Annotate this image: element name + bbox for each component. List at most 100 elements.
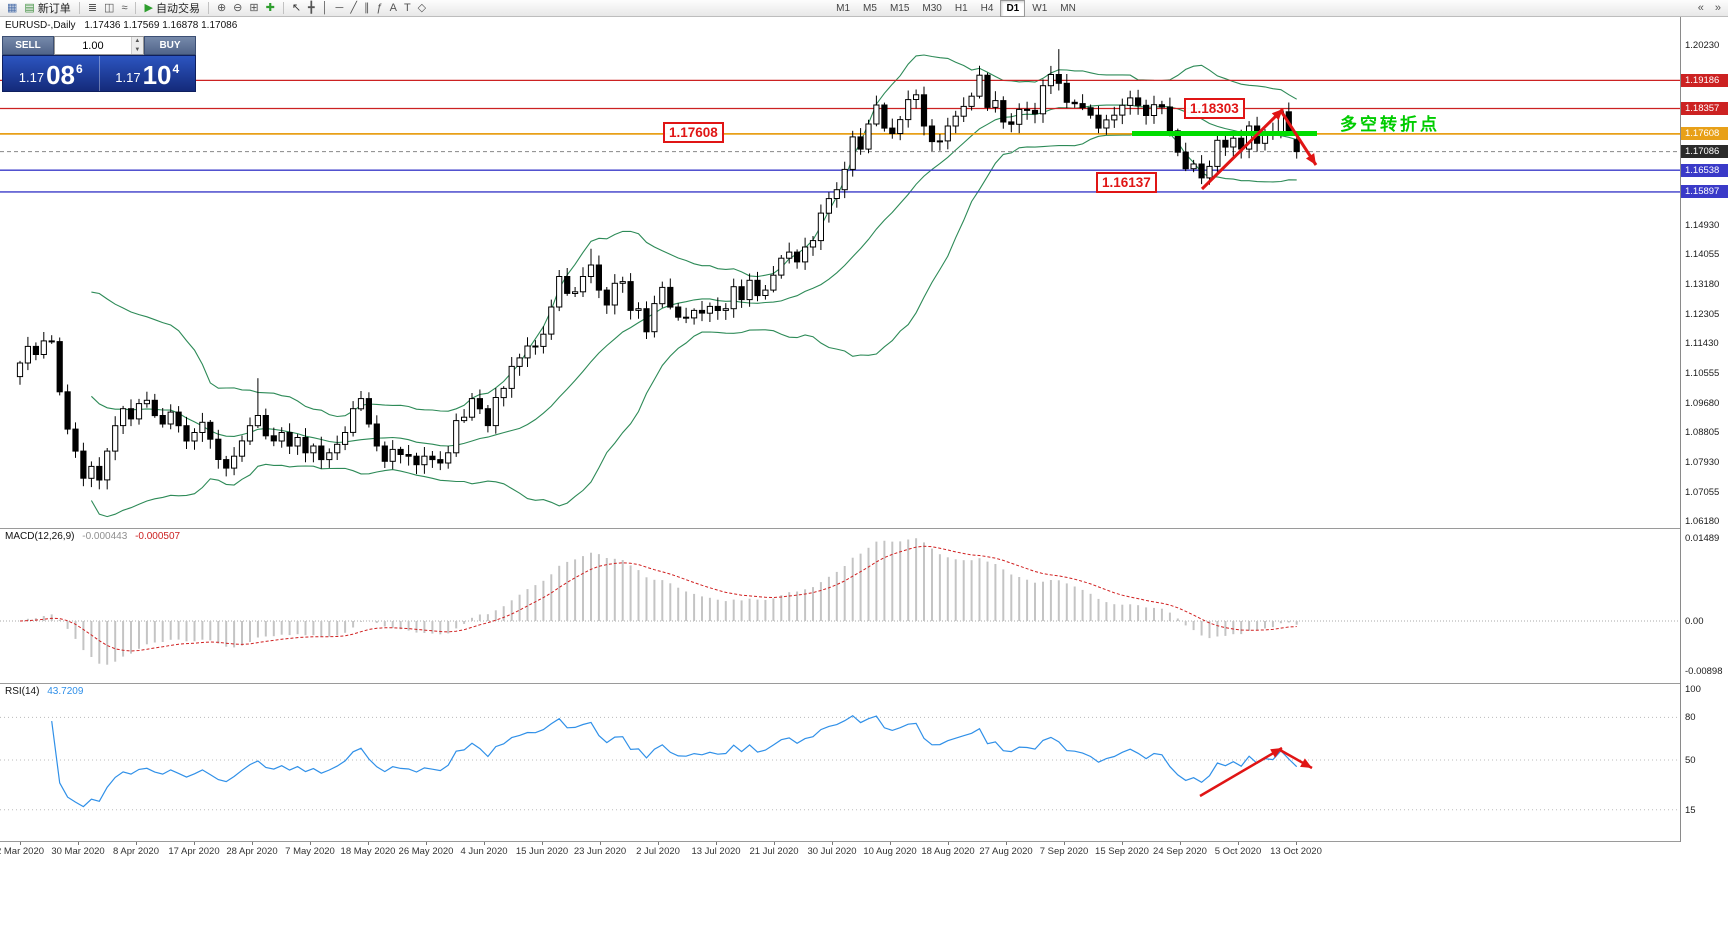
timeframe-H4[interactable]: H4 xyxy=(980,2,994,14)
price-chart-panel[interactable] xyxy=(0,17,1680,528)
new-order-button[interactable]: ▤ 新订单 xyxy=(21,1,73,16)
auto-trading-button: ▶ xyxy=(144,1,153,14)
timeframe-M5[interactable]: M5 xyxy=(863,2,877,14)
buy-price[interactable]: 1.17 10 4 xyxy=(100,56,196,91)
trend-annotations[interactable] xyxy=(1132,107,1318,191)
scale-label: 1.09680 xyxy=(1685,397,1720,409)
auto-trading-button-label: 自动交易 xyxy=(155,3,200,15)
axis-tick xyxy=(1180,842,1181,845)
macd-indicator-panel[interactable] xyxy=(0,529,1680,683)
indicators-icon[interactable]: ✚ xyxy=(263,1,278,16)
ohlc-values: 1.17436 1.17569 1.16878 1.17086 xyxy=(84,20,238,31)
toolbar-separator-1 xyxy=(78,2,80,14)
date-label: 23 Jun 2020 xyxy=(573,846,627,857)
bar-chart-icon: ≣ xyxy=(87,1,98,14)
label-icon[interactable]: T xyxy=(401,1,414,16)
scale-label: 1.08805 xyxy=(1685,427,1720,439)
axis-tick xyxy=(948,842,949,845)
shapes-icon[interactable]: ◇ xyxy=(415,1,429,16)
timeframe-M1[interactable]: M1 xyxy=(836,2,851,14)
axis-tick xyxy=(1122,842,1123,845)
axis-tick xyxy=(1238,842,1239,845)
macd-name: MACD(12,26,9) xyxy=(5,531,75,542)
label-icon: T xyxy=(403,1,411,14)
price-badge-1.17608: 1.17608 xyxy=(1681,127,1728,141)
date-label: 10 Aug 2020 xyxy=(863,846,917,857)
cursor-icon[interactable]: ↖ xyxy=(289,1,304,16)
timeframe-H1[interactable]: H1 xyxy=(954,2,968,14)
axis-tick xyxy=(1296,842,1297,845)
price-badge-1.19186: 1.19186 xyxy=(1681,73,1728,87)
price-badge-1.15897: 1.15897 xyxy=(1681,185,1728,199)
one-click-trading-panel: SELL ▲ ▼ BUY 1.17 08 6 1.17 10 4 xyxy=(2,36,196,92)
scale-label: 50 xyxy=(1685,755,1696,766)
scale-label: 1.11430 xyxy=(1685,338,1719,350)
toolbar-overflow-right-icon[interactable]: » xyxy=(1714,2,1721,14)
horizontal-level-lines[interactable] xyxy=(0,79,1680,193)
text-icon[interactable]: A xyxy=(387,1,400,16)
scale-label: 1.10555 xyxy=(1685,367,1720,379)
toolbar-overflow-left-icon[interactable]: « xyxy=(1697,2,1704,14)
price-quote-display: 1.17 08 6 1.17 10 4 xyxy=(2,55,196,92)
charts-grid-icon[interactable]: ▦ xyxy=(4,1,20,16)
date-label: 2 Mar 2020 xyxy=(0,846,45,857)
panel-divider-macd[interactable] xyxy=(0,528,1728,529)
timeframe-group: M1 M5 M15 M30 H1 H4 D1 W1 MN xyxy=(830,0,1082,17)
timeframe-W1[interactable]: W1 xyxy=(1032,2,1048,14)
axis-tick xyxy=(774,842,775,845)
date-label: 15 Sep 2020 xyxy=(1095,846,1149,857)
axis-tick xyxy=(542,842,543,845)
indicators-icon: ✚ xyxy=(265,1,275,14)
price-badge-1.18357: 1.18357 xyxy=(1681,101,1728,115)
vertical-line-icon[interactable]: │ xyxy=(319,1,332,16)
fibonacci-icon[interactable]: ƒ xyxy=(373,1,385,16)
axis-tick xyxy=(194,842,195,845)
volume-down-icon[interactable]: ▼ xyxy=(131,45,143,54)
date-label: 13 Jul 2020 xyxy=(691,846,741,857)
channel-icon[interactable]: ∥ xyxy=(361,1,373,16)
horizontal-line-icon: ─ xyxy=(335,1,344,14)
timeframe-M15[interactable]: M15 xyxy=(889,2,910,14)
sell-button[interactable]: SELL xyxy=(2,36,54,55)
tile-windows-icon[interactable]: ⊞ xyxy=(246,1,261,16)
date-label: 30 Jul 2020 xyxy=(807,846,857,857)
sell-price[interactable]: 1.17 08 6 xyxy=(3,56,100,91)
date-axis[interactable]: 2 Mar 2020 30 Mar 2020 8 Apr 2020 17 Apr 20… xyxy=(0,842,1680,862)
horizontal-line-icon[interactable]: ─ xyxy=(333,1,347,16)
crosshair-icon[interactable]: ╋ xyxy=(305,1,318,16)
panel-divider-rsi[interactable] xyxy=(0,683,1728,684)
auto-trading-button[interactable]: ▶ 自动交易 xyxy=(141,1,202,16)
line-chart-icon[interactable]: ≈ xyxy=(118,1,130,16)
panel-divider-axis xyxy=(0,841,1728,842)
macd-signal-value: -0.000507 xyxy=(135,531,181,542)
zoom-in-icon[interactable]: ⊕ xyxy=(214,1,229,16)
rsi-level-lines xyxy=(0,716,1680,811)
date-label: 4 Jun 2020 xyxy=(460,846,508,857)
turning-point-label[interactable]: 多空转折点 xyxy=(1340,115,1440,134)
timeframe-MN[interactable]: MN xyxy=(1060,2,1076,14)
sell-price-big: 08 xyxy=(46,60,76,90)
volume-up-icon[interactable]: ▲ xyxy=(131,37,143,46)
candlestick-chart-icon[interactable]: ◫ xyxy=(101,1,117,16)
price-scale[interactable]: 1.20230 1.14930 1.14055 1.13180 1.12305 1.114… xyxy=(1680,17,1728,842)
timeframe-D1[interactable]: D1 xyxy=(1000,0,1026,17)
scale-label: 0.01489 xyxy=(1685,532,1720,544)
zoom-in-icon: ⊕ xyxy=(216,1,227,14)
rsi-indicator-panel[interactable] xyxy=(0,684,1680,841)
date-label: 18 May 2020 xyxy=(340,846,396,857)
volume-spinner: ▲ ▼ xyxy=(130,37,143,54)
axis-tick xyxy=(426,842,427,845)
price-annotation-17608[interactable]: 1.17608 xyxy=(663,122,724,143)
price-annotation-16137[interactable]: 1.16137 xyxy=(1096,172,1157,193)
trendline-icon[interactable]: ╱ xyxy=(347,1,360,16)
rsi-header: RSI(14) 43.7209 xyxy=(5,686,83,697)
rsi-trend-arrows[interactable] xyxy=(1199,746,1313,798)
volume-input[interactable] xyxy=(55,37,131,54)
date-label: 28 Apr 2020 xyxy=(226,846,278,857)
price-annotation-18303[interactable]: 1.18303 xyxy=(1184,98,1245,119)
timeframe-M30[interactable]: M30 xyxy=(922,2,942,14)
zoom-out-icon[interactable]: ⊖ xyxy=(230,1,245,16)
buy-button[interactable]: BUY xyxy=(144,36,196,55)
axis-tick xyxy=(310,842,311,845)
bar-chart-icon[interactable]: ≣ xyxy=(85,1,100,16)
